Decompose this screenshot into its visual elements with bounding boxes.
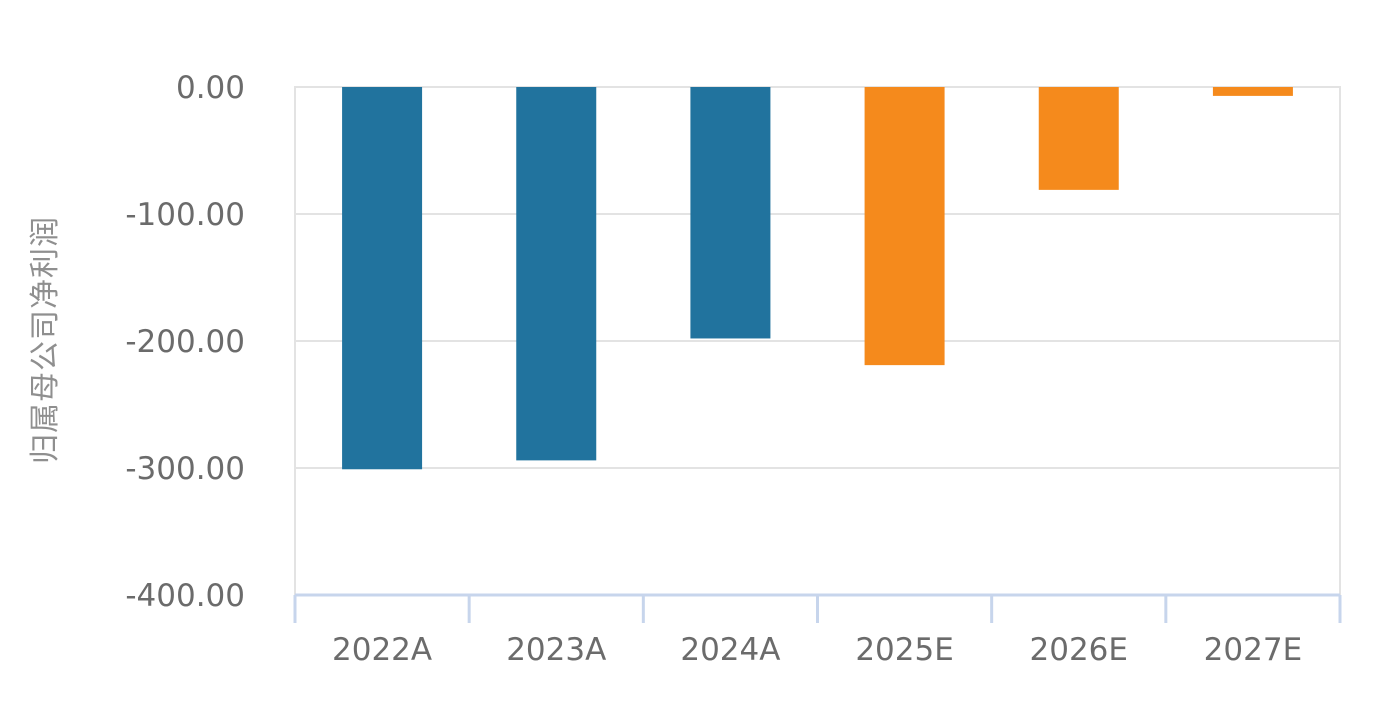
bar-2022A[interactable] [342, 87, 423, 470]
bar-2023A[interactable] [516, 87, 597, 461]
x-tick-label: 2025E [855, 632, 953, 668]
bar-layer [342, 87, 1293, 470]
bar-2025E[interactable] [864, 87, 945, 366]
y-tick-label: -300.00 [125, 451, 245, 487]
x-tick-label: 2022A [332, 632, 432, 668]
x-tick-label: 2026E [1030, 632, 1128, 668]
x-tick-label: 2024A [680, 632, 780, 668]
x-tick-label: 2027E [1204, 632, 1302, 668]
grid-layer [294, 86, 1341, 596]
x-tick-labels: 2022A 2023A 2024A 2025E 2026E 2027E [332, 632, 1302, 668]
x-tick-label: 2023A [506, 632, 606, 668]
bar-2026E[interactable] [1038, 87, 1119, 190]
bar-2024A[interactable] [690, 87, 771, 339]
y-axis-label: 归属母公司净利润 [28, 216, 63, 464]
y-tick-label: -100.00 [125, 197, 245, 233]
y-tick-label: -400.00 [125, 578, 245, 614]
y-tick-label: -200.00 [125, 324, 245, 360]
axis-layer [293, 593, 1342, 623]
y-tick-labels: 0.00 -100.00 -200.00 -300.00 -400.00 [125, 70, 245, 614]
bar-2027E[interactable] [1212, 87, 1293, 96]
y-tick-label: 0.00 [176, 70, 245, 106]
